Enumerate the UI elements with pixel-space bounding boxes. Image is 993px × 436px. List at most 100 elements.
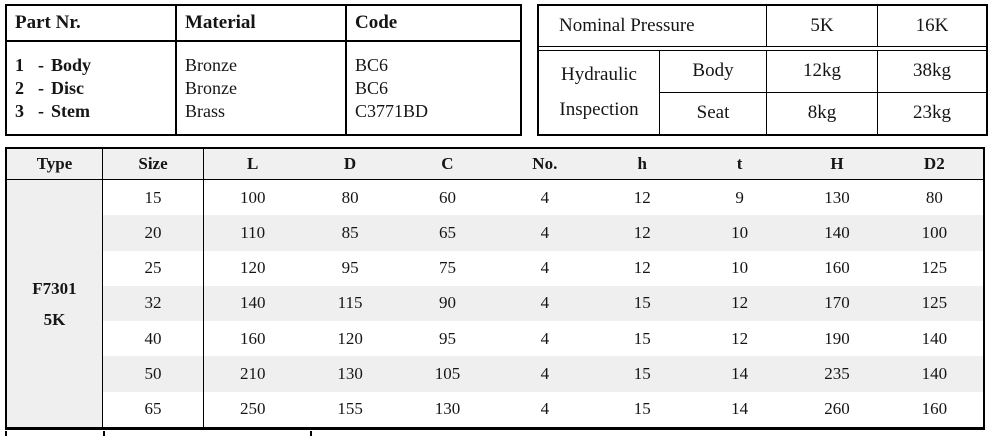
dim-row-size-25: 25 120 95 75 4 12 10 160 125 xyxy=(103,250,983,286)
next-table-cutoff-line xyxy=(5,431,7,436)
header-c: C xyxy=(441,154,454,173)
parts-header-part-nr: Part Nr. xyxy=(7,6,177,40)
header-type: Type xyxy=(7,149,103,179)
dim-value-cell: 75 xyxy=(438,258,456,278)
body-pressure-16k: 38kg xyxy=(878,51,986,93)
parts-material-table: Part Nr. Material Code 1 - Body 2 - Disc… xyxy=(5,4,522,136)
type-value-cell: F7301 5K xyxy=(7,180,103,427)
dimensions-table: Type Size L D C No. h t H D2 F7301 5K 15… xyxy=(5,147,985,430)
part-name: Stem xyxy=(51,100,90,121)
header-no: No. xyxy=(532,154,558,173)
part-number: 3 xyxy=(15,100,24,121)
code-value: BC6 xyxy=(355,54,389,75)
part-row-label: 3 - Stem xyxy=(15,100,175,123)
dim-row-size-15: 15 100 80 60 4 12 9 130 80 xyxy=(103,180,983,216)
part-name: Body xyxy=(51,54,92,75)
dim-value-cell: 12 xyxy=(633,258,651,278)
dim-size-cell: 20 xyxy=(103,215,204,251)
dim-value-cell: 14 xyxy=(731,399,749,419)
pressure-class-16k: 16K xyxy=(915,15,949,36)
code-value: BC6 xyxy=(355,77,389,98)
hydraulic-inspection-label: Hydraulic Inspection xyxy=(539,51,660,134)
dim-value-cell: 95 xyxy=(438,328,456,348)
dim-size-cell: 40 xyxy=(103,321,204,357)
dim-value-cell: 120 xyxy=(337,328,363,348)
part-dash: - xyxy=(38,54,44,75)
dim-row-size-32: 32 140 115 90 4 15 12 170 125 xyxy=(103,285,983,322)
dim-value-cell: 95 xyxy=(341,258,359,278)
dim-value-cell: 15 xyxy=(633,293,651,313)
nominal-pressure-label: Nominal Pressure xyxy=(539,6,767,46)
part-dash: - xyxy=(38,77,44,98)
dim-value-cell: 85 xyxy=(341,222,359,242)
dim-value-cell: 14 xyxy=(731,364,749,384)
next-table-cutoff-line xyxy=(103,431,105,436)
part-name: Disc xyxy=(51,77,84,98)
dim-value-cell: 9 xyxy=(735,187,744,207)
dim-row-size-20: 20 110 85 65 4 12 10 140 100 xyxy=(103,215,983,251)
dim-value-cell: 140 xyxy=(239,293,266,313)
dim-size-cell: 15 xyxy=(103,180,204,216)
dim-value-cell: 15 xyxy=(633,328,651,348)
dim-value-cell: 140 xyxy=(921,328,948,348)
dim-value-cell: 130 xyxy=(824,187,850,207)
header-d: D xyxy=(343,154,357,173)
dim-row-size-50: 50 210 130 105 4 15 14 235 140 xyxy=(103,356,983,392)
seat-pressure-16k: 23kg xyxy=(913,102,951,124)
dim-value-cell: 190 xyxy=(824,328,850,348)
dim-value-cell: 15 xyxy=(633,399,651,419)
part-row-label: 1 - Body xyxy=(15,54,175,77)
parts-header-code: Code xyxy=(355,12,398,33)
dim-value-cell: 250 xyxy=(239,399,266,419)
dim-value-cell: 160 xyxy=(239,328,266,348)
type-pressure-class: 5K xyxy=(43,309,66,329)
dim-value-cell: 4 xyxy=(540,364,550,384)
inspection-label-line: Inspection xyxy=(559,99,639,121)
hydraulic-label-line: Hydraulic xyxy=(561,63,637,85)
dim-value-cell: 10 xyxy=(731,222,749,242)
dim-value-cell: 105 xyxy=(434,364,461,384)
part-number: 1 xyxy=(15,54,24,75)
inspection-item-seat: Seat xyxy=(660,92,767,134)
dim-size-cell: 50 xyxy=(103,356,204,392)
header-d2: D2 xyxy=(923,154,945,173)
nominal-pressure-row: Nominal Pressure 5K 16K xyxy=(539,6,986,47)
body-pressure-5k: 12kg xyxy=(767,51,878,93)
parts-column-code: BC6 BC6 C3771BD xyxy=(347,42,520,134)
dim-value-cell: 120 xyxy=(239,258,266,278)
dim-value-cell: 4 xyxy=(540,328,550,348)
dim-value-cell: 12 xyxy=(633,187,651,207)
dim-value-cell: 15 xyxy=(633,364,651,384)
header-size: Size xyxy=(103,149,204,179)
dim-size-cell: 65 xyxy=(103,391,204,427)
part-dash: - xyxy=(38,100,44,121)
dimensions-table-header: Type Size L D C No. h t H D2 xyxy=(7,149,983,180)
dim-value-cell: 65 xyxy=(438,222,456,242)
dim-value-cell: 12 xyxy=(633,222,651,242)
header-h-small: h xyxy=(637,154,647,173)
header-h-cap: H xyxy=(830,154,844,173)
dim-value-cell: 4 xyxy=(540,399,550,419)
dim-value-cell: 140 xyxy=(824,222,850,242)
dim-row-size-40: 40 160 120 95 4 15 12 190 140 xyxy=(103,321,983,357)
parts-table-body: 1 - Body 2 - Disc 3 - Stem Bronze Bronze xyxy=(7,42,520,134)
type-model: F7301 xyxy=(32,278,77,298)
dimensions-table-body: F7301 5K 15 100 80 60 4 12 9 130 80 20 110 85 65 4 12 1… xyxy=(7,180,983,427)
dim-size-cell: 32 xyxy=(103,285,204,322)
dim-value-cell: 115 xyxy=(337,293,363,313)
material-value: Bronze xyxy=(185,77,237,98)
dim-value-cell: 10 xyxy=(731,258,749,278)
dim-value-cell: 110 xyxy=(240,222,266,242)
dim-value-cell: 80 xyxy=(925,187,943,207)
part-row-label: 2 - Disc xyxy=(15,77,175,100)
dim-value-cell: 125 xyxy=(921,258,948,278)
material-value: Bronze xyxy=(185,54,237,75)
dim-value-cell: 12 xyxy=(731,293,749,313)
parts-table-header: Part Nr. Material Code xyxy=(7,6,520,42)
dim-value-cell: 80 xyxy=(341,187,359,207)
dim-row-size-65: 65 250 155 130 4 15 14 260 160 xyxy=(103,391,983,427)
dim-value-cell: 170 xyxy=(824,293,850,313)
dim-value-cell: 160 xyxy=(921,399,948,419)
header-t-small: t xyxy=(736,154,743,173)
dim-value-cell: 160 xyxy=(824,258,850,278)
